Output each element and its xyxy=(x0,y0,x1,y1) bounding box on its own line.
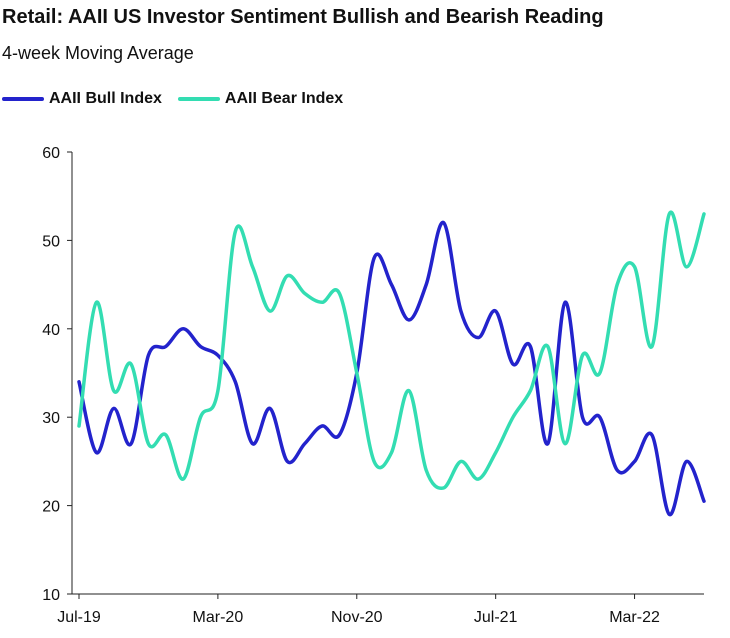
x-tick-label: Jul-21 xyxy=(474,609,518,626)
legend-item-bear: AAII Bear Index xyxy=(177,90,344,108)
bear-index-line xyxy=(77,210,706,490)
y-tick-label: 20 xyxy=(42,499,60,516)
chart-title: Retail: AAII US Investor Sentiment Bulli… xyxy=(2,6,604,28)
x-tick-label: Jul-19 xyxy=(57,609,101,626)
x-tick-label: Mar-22 xyxy=(609,609,660,626)
y-tick-label: 60 xyxy=(42,145,60,162)
legend: AAII Bull Index AAII Bear Index xyxy=(2,90,359,108)
y-tick-label: 40 xyxy=(42,322,60,339)
y-tick-label: 30 xyxy=(42,410,60,427)
legend-item-bull: AAII Bull Index xyxy=(2,90,162,108)
legend-swatch-bull xyxy=(2,97,44,101)
legend-label-bear: AAII Bear Index xyxy=(224,90,344,107)
legend-swatch-bear xyxy=(177,97,220,101)
x-tick-label: Mar-20 xyxy=(193,609,244,626)
chart-subtitle: 4-week Moving Average xyxy=(2,43,194,63)
y-tick-label: 10 xyxy=(42,587,60,604)
y-tick-label: 50 xyxy=(42,233,60,250)
legend-label-bull: AAII Bull Index xyxy=(49,90,162,107)
bull-index-line xyxy=(77,220,706,517)
x-tick-label: Nov-20 xyxy=(331,609,383,626)
